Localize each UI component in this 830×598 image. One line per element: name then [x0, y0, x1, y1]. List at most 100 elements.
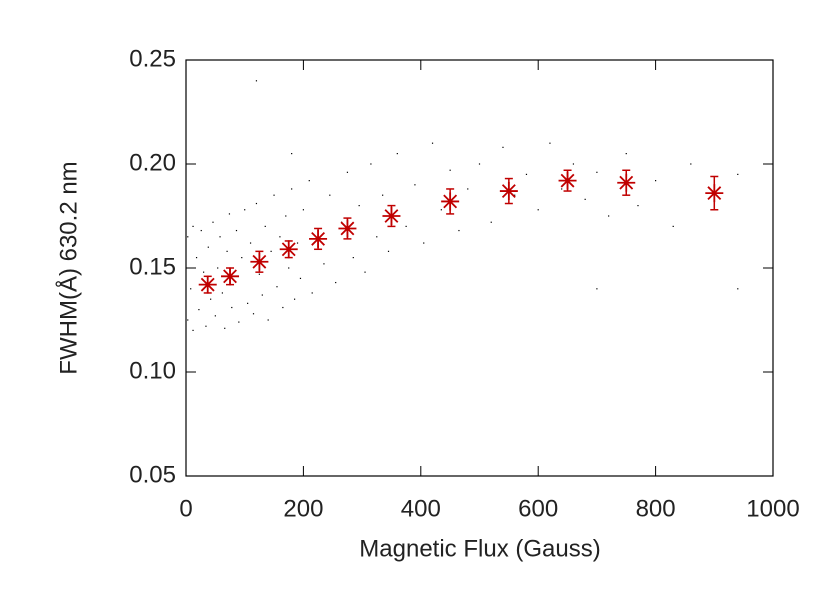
- scatter-point: [608, 215, 610, 217]
- scatter-point: [192, 329, 194, 331]
- scatter-point: [352, 257, 354, 259]
- star-marker: [250, 252, 269, 271]
- scatter-point: [241, 257, 243, 259]
- plot-frame: [185, 59, 774, 477]
- scatter-point: [293, 298, 296, 300]
- scatter-point: [431, 142, 434, 144]
- scatter-point: [267, 319, 269, 321]
- scatter-point: [203, 271, 205, 273]
- star-marker: [382, 207, 401, 225]
- star-marker: [279, 240, 298, 259]
- scatter-point: [252, 313, 255, 315]
- scatter-point: [214, 315, 216, 317]
- scatter-point: [625, 153, 627, 155]
- scatter-point: [282, 306, 284, 309]
- scatter-point: [690, 163, 692, 165]
- scatter-point: [737, 173, 739, 175]
- scatter-point: [502, 146, 504, 148]
- scatter-point: [323, 263, 325, 265]
- scatter-point: [207, 246, 209, 248]
- scatter-point: [364, 271, 366, 273]
- scatter-point: [737, 288, 739, 290]
- scatter-point: [187, 236, 189, 238]
- scatter-point: [387, 250, 390, 252]
- scatter-point: [467, 188, 469, 190]
- scatter-point: [291, 188, 293, 190]
- scatter-point: [596, 288, 598, 290]
- scatter-point: [192, 225, 194, 227]
- scatter-point: [264, 225, 266, 227]
- scatter-point: [308, 180, 310, 182]
- scatter-point: [584, 198, 586, 200]
- scatter-point: [376, 236, 378, 238]
- scatter-point: [672, 225, 674, 227]
- scatter-point: [261, 294, 263, 296]
- scatter-point: [221, 292, 223, 294]
- scatter-point: [637, 205, 639, 207]
- scatter-point: [405, 225, 407, 227]
- x-axis-label: Magnetic Flux (Gauss): [359, 535, 600, 562]
- scatter-point: [346, 171, 349, 173]
- scatter-point: [210, 298, 212, 300]
- scatter-point: [255, 80, 258, 82]
- scatter-point: [224, 327, 226, 329]
- scatter-point: [478, 163, 481, 165]
- y-tick-label: 0.20: [129, 149, 176, 176]
- star-marker: [441, 192, 460, 211]
- scatter-point: [255, 202, 258, 205]
- scatter-point: [414, 184, 416, 186]
- star-marker: [309, 229, 328, 248]
- y-axis-label: FWHM(Å) 630.2 nm: [54, 161, 82, 374]
- star-marker: [198, 275, 217, 294]
- scatter-point: [458, 229, 460, 232]
- scatter-point: [370, 163, 372, 165]
- star-marker: [499, 182, 518, 201]
- x-tick-label: 400: [401, 495, 441, 522]
- scatter-point: [296, 242, 299, 244]
- scatter-point: [205, 325, 207, 327]
- y-tick-label: 0.25: [129, 45, 176, 72]
- scatter-point: [276, 286, 278, 288]
- scatter-point: [490, 221, 492, 223]
- scatter-point: [561, 188, 563, 190]
- star-marker: [705, 184, 724, 203]
- scatter-point: [285, 215, 287, 217]
- scatter-point: [358, 205, 360, 207]
- scatter-point: [440, 209, 442, 211]
- scatter-point: [195, 257, 198, 259]
- scatter-point: [238, 321, 240, 323]
- scatter-point: [549, 142, 551, 144]
- scatter-point: [200, 229, 202, 232]
- scatter-point: [311, 292, 313, 294]
- scatter-point: [247, 302, 249, 304]
- scatter-point: [302, 209, 304, 211]
- scatter-point: [329, 194, 331, 196]
- scatter-point: [596, 171, 598, 173]
- x-tick-label: 0: [179, 495, 192, 522]
- scatter-point: [270, 250, 272, 252]
- scatter-point: [244, 209, 246, 211]
- scatter-point: [572, 163, 575, 165]
- x-tick-label: 1000: [746, 495, 799, 522]
- star-marker: [558, 171, 577, 190]
- star-marker: [221, 267, 240, 286]
- y-tick-label: 0.15: [129, 253, 176, 280]
- scatter-point: [335, 281, 337, 284]
- scatter-point: [258, 273, 260, 275]
- scatter-point: [537, 209, 539, 211]
- scatter-point: [249, 242, 252, 244]
- scatter-point: [226, 250, 228, 252]
- y-tick-label: 0.05: [129, 461, 176, 488]
- x-tick-label: 800: [636, 495, 676, 522]
- scatter-point: [235, 229, 238, 232]
- x-tick-label: 200: [283, 495, 323, 522]
- x-tick-label: 600: [518, 495, 558, 522]
- scatter-point: [396, 153, 398, 155]
- scatter-point: [514, 194, 516, 196]
- scatter-point: [449, 169, 451, 171]
- scatter-point: [423, 242, 425, 244]
- y-tick-label: 0.10: [129, 357, 176, 384]
- scatter-point: [279, 236, 281, 238]
- star-marker: [338, 219, 357, 238]
- scatter-point: [655, 180, 657, 182]
